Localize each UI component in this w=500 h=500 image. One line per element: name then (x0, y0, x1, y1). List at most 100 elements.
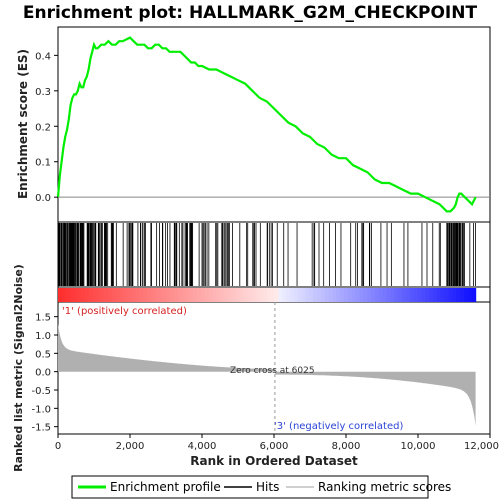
rank-gradient-cell (413, 288, 419, 302)
rank-gradient-cell (119, 288, 125, 302)
rank-gradient-cell (317, 288, 322, 302)
rank-gradient-cell (336, 288, 341, 302)
rank-gradient-cell (290, 288, 295, 302)
rank-gradient-cell (228, 288, 233, 302)
rank-gradient-cell (417, 288, 423, 302)
rank-gradient-cell (243, 288, 249, 302)
rank-gradient-cell (208, 288, 214, 302)
es-y-tick-label: 0.1 (35, 158, 51, 169)
rank-gradient-cell (444, 288, 450, 302)
rank-gradient-cell (344, 288, 349, 302)
rank-gradient-cell (61, 288, 67, 302)
rank-gradient-cell (135, 288, 140, 302)
metric-y-tick-label: -0.5 (31, 386, 51, 397)
rank-gradient-cell (436, 288, 442, 302)
rank-gradient-cell (174, 288, 179, 302)
rank-gradient-cell (185, 288, 191, 302)
rank-gradient-cell (77, 288, 82, 302)
rank-gradient-cell (398, 288, 403, 302)
rank-gradient-cell (394, 288, 399, 302)
rank-gradient-cell (440, 288, 446, 302)
rank-gradient-cell (324, 288, 330, 302)
rank-gradient-cell (235, 288, 241, 302)
rank-gradient-cell (367, 288, 372, 302)
x-tick-label: 6,000 (260, 441, 289, 452)
rank-gradient-cell (421, 288, 426, 302)
rank-gradient-cell (270, 288, 276, 302)
rank-gradient-cell (100, 288, 105, 302)
rank-gradient-cell (433, 288, 438, 302)
rank-gradient-cell (216, 288, 221, 302)
rank-gradient-cell (332, 288, 337, 302)
rank-gradient-cell (355, 288, 361, 302)
es-y-axis-label: Enrichment score (ES) (16, 49, 30, 199)
enrichment-profile-line (56, 36, 477, 213)
ranking-metric-area (58, 323, 476, 426)
chart-title: Enrichment plot: HALLMARK_G2M_CHECKPOINT (23, 3, 478, 23)
es-y-tick-label: 0.4 (35, 51, 51, 62)
metric-y-tick-label: 0.0 (35, 368, 51, 379)
rank-gradient-cell (193, 288, 198, 302)
rank-gradient-cell (286, 288, 291, 302)
rank-gradient-cell (386, 288, 392, 302)
rank-gradient-cell (104, 288, 109, 302)
rank-gradient-cell (166, 288, 171, 302)
rank-gradient-cell (375, 288, 380, 302)
positive-correlation-label: '1' (positively correlated) (62, 306, 187, 317)
x-tick-label: 2,000 (116, 441, 145, 452)
x-tick-label: 0 (55, 441, 61, 452)
rank-gradient-cell (351, 288, 357, 302)
rank-gradient-cell (328, 288, 334, 302)
rank-gradient-cell (340, 288, 345, 302)
rank-gradient-cell (456, 288, 461, 302)
rank-gradient-cell (320, 288, 326, 302)
rank-gradient-cell (247, 288, 252, 302)
rank-gradient-cell (116, 288, 121, 302)
legend-hits-label: Hits (256, 480, 279, 494)
rank-gradient-cell (162, 288, 167, 302)
metric-y-axis-label: Ranked list metric (Signal2Noise) (12, 264, 25, 472)
rank-gradient-cell (201, 288, 206, 302)
rank-gradient-cell (73, 288, 78, 302)
x-tick-label: 10,000 (401, 441, 436, 452)
rank-gradient-cell (409, 288, 415, 302)
x-tick-label: 12,000 (464, 441, 499, 452)
rank-gradient-cell (96, 288, 102, 302)
x-tick-label: 8,000 (332, 441, 361, 452)
rank-gradient-cell (259, 288, 264, 302)
rank-gradient-cell (402, 288, 407, 302)
rank-gradient-cell (266, 288, 272, 302)
rank-gradient-cell (278, 288, 283, 302)
rank-gradient-cell (81, 288, 86, 302)
rank-gradient-cell (262, 288, 268, 302)
rank-gradient-cell (429, 288, 434, 302)
rank-gradient-cell (108, 288, 113, 302)
rank-gradient-cell (460, 288, 465, 302)
rank-gradient-cell (448, 288, 453, 302)
rank-gradient-cell (452, 288, 457, 302)
rank-gradient-cell (464, 288, 469, 302)
x-axis-label: Rank in Ordered Dataset (190, 454, 358, 468)
metric-y-tick-label: 1.5 (35, 313, 51, 324)
legend-enrichment-label: Enrichment profile (110, 480, 221, 494)
rank-gradient-cell (177, 288, 183, 302)
rank-gradient-cell (170, 288, 175, 302)
rank-gradient-cell (232, 288, 237, 302)
rank-gradient-cell (65, 288, 71, 302)
rank-gradient-cell (112, 288, 117, 302)
rank-gradient-cell (274, 288, 279, 302)
rank-gradient-cell (467, 288, 473, 302)
rank-gradient-cell (313, 288, 318, 302)
rank-gradient-cell (255, 288, 260, 302)
rank-gradient-cell (204, 288, 210, 302)
rank-gradient-cell (297, 288, 303, 302)
rank-gradient-cell (293, 288, 299, 302)
rank-gradient-cell (471, 288, 477, 302)
rank-gradient-cell (146, 288, 152, 302)
rank-gradient-cell (359, 288, 365, 302)
rank-gradient-cell (382, 288, 388, 302)
metric-y-tick-label: 0.5 (35, 349, 51, 360)
rank-gradient-cell (224, 288, 229, 302)
rank-gradient-cell (158, 288, 163, 302)
negative-correlation-label: '3' (negatively correlated) (274, 421, 403, 432)
